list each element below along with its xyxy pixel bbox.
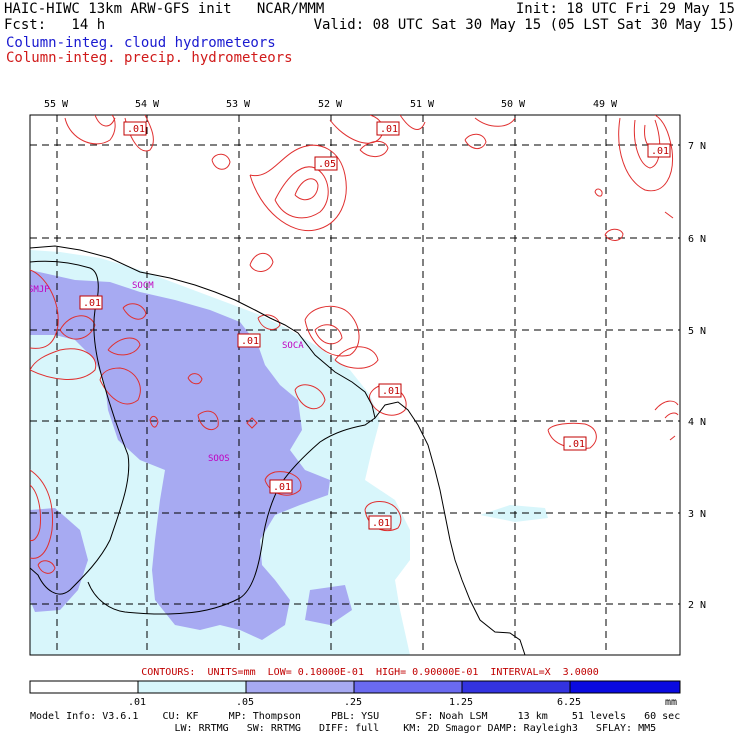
svg-text:.01: .01 bbox=[651, 146, 669, 157]
contour-label: .01 bbox=[376, 121, 400, 136]
contour-label: .01 bbox=[269, 479, 293, 494]
svg-text:.01: .01 bbox=[273, 482, 291, 493]
lon-label: 52 W bbox=[318, 99, 343, 110]
colorbar-tick: 1.25 bbox=[449, 697, 473, 708]
precip-contours bbox=[30, 115, 679, 574]
station-label: SOOS bbox=[208, 454, 230, 464]
svg-text:.01: .01 bbox=[241, 336, 259, 347]
lon-label: 50 W bbox=[501, 99, 526, 110]
model-info-line1: Model Info: V3.6.1 CU: KF MP: Thompson P… bbox=[30, 711, 681, 722]
forecast-hour: Fcst: 14 h bbox=[4, 17, 106, 33]
station-label: SOCA bbox=[282, 341, 304, 351]
longitude-labels: 55 W 54 W 53 W 52 W 51 W 50 W 49 W bbox=[44, 99, 618, 110]
lat-label: 2 N bbox=[688, 600, 706, 611]
svg-text:.01: .01 bbox=[380, 124, 398, 135]
field-cloud-label: Column-integ. cloud hydrometeors bbox=[6, 35, 276, 51]
contour-label: .05 bbox=[314, 156, 338, 171]
colorbar-swatch bbox=[29, 680, 139, 694]
latitude-labels: 7 N 6 N 5 N 4 N 3 N 2 N bbox=[688, 141, 706, 611]
contour-label: .01 bbox=[368, 515, 392, 530]
map-frame bbox=[29, 114, 681, 656]
valid-time: Valid: 08 UTC Sat 30 May 15 (05 LST Sat … bbox=[313, 17, 735, 33]
lat-label: 5 N bbox=[688, 326, 706, 337]
lat-label: 7 N bbox=[688, 141, 706, 152]
colorbar-units: mm bbox=[665, 697, 677, 708]
colorbar-tick: 6.25 bbox=[557, 697, 581, 708]
colorbar-swatch bbox=[137, 680, 247, 694]
contours-note: CONTOURS: UNITS=mm LOW= 0.10000E-01 HIGH… bbox=[141, 667, 599, 678]
contour-label: .01 bbox=[123, 121, 147, 136]
lon-label: 55 W bbox=[44, 99, 69, 110]
colorbar-swatch bbox=[245, 680, 355, 694]
model-info-line2: LW: RRTMG SW: RRTMG DIFF: full KM: 2D Sm… bbox=[30, 723, 657, 734]
plot-title: HAIC-HIWC 13km ARW-GFS init NCAR/MMM bbox=[4, 1, 325, 17]
colorbar-swatch bbox=[461, 680, 571, 694]
contour-label: .01 bbox=[378, 383, 402, 398]
svg-text:.01: .01 bbox=[372, 518, 390, 529]
svg-text:.01: .01 bbox=[382, 386, 400, 397]
lat-label: 6 N bbox=[688, 234, 706, 245]
lon-label: 54 W bbox=[135, 99, 160, 110]
lon-label: 49 W bbox=[593, 99, 618, 110]
contour-label: .01 bbox=[79, 295, 103, 310]
init-time: Init: 18 UTC Fri 29 May 15 bbox=[515, 1, 735, 17]
colorbar-tick: .01 bbox=[128, 697, 146, 708]
colorbar: .01 .05 .25 1.25 6.25 mm bbox=[29, 680, 681, 708]
lat-label: 3 N bbox=[688, 509, 706, 520]
station-label: SOCM bbox=[132, 281, 154, 291]
lon-label: 53 W bbox=[226, 99, 251, 110]
field-precip-label: Column-integ. precip. hydrometeors bbox=[6, 50, 293, 66]
contour-label: .01 bbox=[563, 436, 587, 451]
lat-lon-grid bbox=[30, 115, 680, 655]
contour-label: .01 bbox=[237, 333, 261, 348]
lat-label: 4 N bbox=[688, 417, 706, 428]
contour-label: .01 bbox=[647, 143, 671, 158]
colorbar-swatch bbox=[353, 680, 463, 694]
colorbar-tick: .25 bbox=[344, 697, 362, 708]
coastline-borders bbox=[30, 245, 526, 655]
svg-text:.01: .01 bbox=[83, 298, 101, 309]
colorbar-tick: .05 bbox=[236, 697, 254, 708]
contour-labels: .01 .01 .05 .01 .01 .01 bbox=[79, 121, 671, 530]
svg-text:.01: .01 bbox=[567, 439, 585, 450]
station-label: SMJP bbox=[28, 285, 50, 295]
svg-text:.05: .05 bbox=[318, 159, 336, 170]
svg-text:.01: .01 bbox=[127, 124, 145, 135]
colorbar-swatch bbox=[569, 680, 681, 694]
lon-label: 51 W bbox=[410, 99, 435, 110]
